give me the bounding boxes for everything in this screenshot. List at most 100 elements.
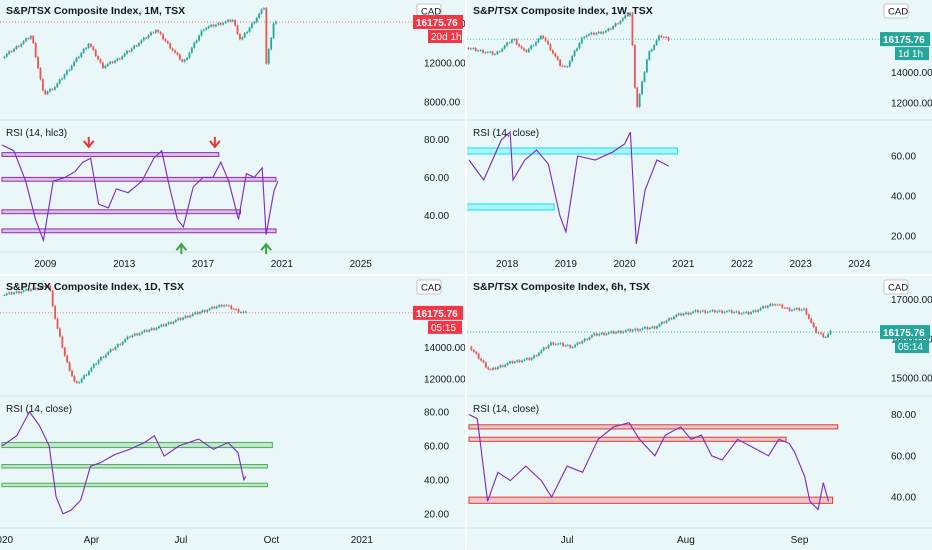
- candle: [472, 349, 475, 352]
- currency-badge[interactable]: [416, 279, 442, 295]
- candle: [774, 304, 776, 306]
- candle: [51, 89, 54, 90]
- candle: [109, 61, 112, 64]
- currency-label: CAD: [888, 283, 908, 294]
- last-price-value: 16175.76: [416, 18, 458, 29]
- candle: [580, 37, 583, 44]
- candle: [504, 364, 507, 367]
- candle: [102, 357, 105, 358]
- candle: [166, 41, 169, 44]
- candle: [617, 330, 620, 333]
- rsi-line: [1, 410, 247, 515]
- candle: [218, 304, 221, 307]
- candle: [80, 378, 83, 383]
- candle: [475, 351, 478, 354]
- candle: [566, 66, 569, 68]
- candle: [246, 31, 249, 34]
- candle: [665, 320, 668, 323]
- candle: [116, 58, 119, 61]
- candle: [597, 31, 600, 34]
- currency-badge[interactable]: [883, 3, 909, 19]
- currency-label: CAD: [421, 7, 441, 18]
- candle: [511, 361, 514, 363]
- candle: [177, 318, 180, 321]
- candle: [118, 58, 121, 60]
- candle: [211, 306, 213, 309]
- candle: [44, 285, 47, 288]
- candle: [704, 310, 707, 313]
- candle: [5, 293, 8, 296]
- candle: [562, 343, 564, 346]
- price-scale[interactable]: [879, 276, 932, 550]
- chart-title: S&P/TSX Composite Index, 1M, TSX: [6, 5, 185, 17]
- candles: [470, 303, 832, 371]
- candle: [738, 311, 740, 314]
- candle: [260, 9, 263, 14]
- candle: [759, 308, 762, 310]
- candle: [251, 23, 253, 28]
- candle: [184, 316, 187, 318]
- candle: [183, 59, 186, 62]
- candle: [600, 31, 602, 34]
- price-tick-label: 17000.00: [891, 295, 932, 306]
- time-tick-label: Oct: [264, 535, 280, 546]
- candle: [236, 25, 239, 34]
- candle: [34, 288, 37, 290]
- candle: [195, 40, 198, 43]
- currency-label: CAD: [888, 7, 908, 18]
- candle: [486, 52, 489, 53]
- candle: [571, 55, 574, 62]
- candle: [44, 90, 47, 94]
- candle: [662, 37, 665, 38]
- currency-badge[interactable]: [883, 279, 909, 295]
- candle: [87, 44, 90, 48]
- candle: [73, 61, 75, 66]
- candle: [592, 32, 595, 35]
- candle: [689, 312, 692, 315]
- candle: [492, 367, 495, 370]
- candle: [535, 42, 537, 46]
- candle: [66, 355, 69, 363]
- candle: [634, 328, 637, 330]
- candle: [593, 333, 596, 336]
- price-scale[interactable]: [412, 0, 465, 274]
- candle: [142, 37, 145, 41]
- candle: [162, 34, 164, 40]
- candle: [694, 310, 697, 312]
- candle: [97, 360, 100, 364]
- time-tick-label: 2020: [0, 535, 14, 546]
- last-price-badge: [880, 32, 930, 47]
- candle: [119, 344, 122, 346]
- arrow-up-icon: [175, 242, 188, 255]
- candle: [97, 56, 100, 60]
- rsi-zone: [1, 176, 277, 182]
- candle: [581, 341, 584, 344]
- candle: [484, 362, 487, 368]
- rsi-label: RSI (14, close): [473, 404, 539, 415]
- candle: [627, 329, 629, 331]
- candle: [631, 12, 634, 46]
- candle: [571, 347, 574, 348]
- candle: [159, 32, 162, 35]
- candle: [701, 310, 704, 312]
- chart-title: S&P/TSX Composite Index, 1D, TSX: [6, 281, 184, 293]
- candle: [639, 329, 642, 331]
- candle: [248, 27, 251, 32]
- candle: [167, 322, 170, 325]
- candle: [699, 311, 702, 313]
- candle: [190, 47, 193, 53]
- candle: [520, 46, 523, 49]
- chart-panel-6h[interactable]: 17000.00 16000.00 15000.00 CAD 16175.76 05:14…: [467, 276, 932, 550]
- candle: [605, 30, 607, 33]
- candle: [56, 83, 59, 88]
- candle: [154, 30, 157, 33]
- chart-panel-weekly[interactable]: 14000.00 12000.00 CAD 16175.76 1d 1h S&P/TSX …: [467, 0, 932, 274]
- candle: [68, 69, 71, 71]
- candle: [805, 308, 808, 315]
- candle: [547, 345, 550, 348]
- candle: [725, 311, 728, 312]
- candle: [638, 94, 641, 107]
- chart-panel-daily[interactable]: 14000.00 12000.00 CAD 16175.76 05:15 S&P/TSX …: [0, 276, 465, 550]
- price-tick-label: 8000.00: [424, 98, 461, 109]
